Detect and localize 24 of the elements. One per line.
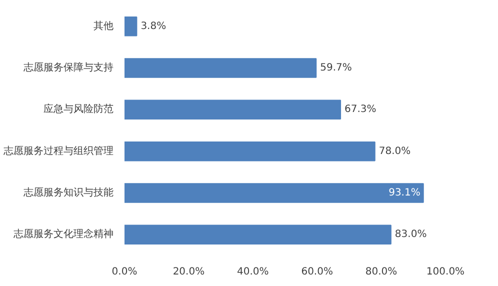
data-label: 78.0%	[378, 146, 411, 157]
data-label: 59.7%	[320, 62, 352, 74]
y-tick-label: 其他	[94, 20, 114, 32]
data-label: 67.3%	[344, 104, 376, 116]
bar	[124, 58, 317, 78]
bar	[124, 224, 392, 245]
x-tick-label: 40.0%	[237, 266, 269, 278]
x-tick-label: 100.0%	[426, 266, 465, 278]
x-tick-label: 0.0%	[112, 266, 138, 278]
bar	[124, 16, 138, 36]
x-tick-label: 80.0%	[365, 266, 398, 278]
y-tick-label: 应急与风险防范	[44, 103, 114, 116]
y-tick-label: 志愿服务保障与支持	[24, 62, 114, 74]
bar	[124, 100, 342, 120]
data-label: 83.0%	[394, 229, 427, 240]
data-label: 93.1%	[388, 188, 420, 198]
bar	[124, 183, 424, 203]
y-tick-label: 志愿服务知识与技能	[24, 186, 114, 198]
bar	[124, 141, 376, 162]
y-tick-label: 志愿服务过程与组织管理	[4, 144, 114, 157]
y-tick-label: 志愿服务文化理念精神	[14, 228, 114, 240]
data-label: 3.8%	[140, 20, 166, 32]
x-tick-label: 60.0%	[301, 266, 333, 278]
x-tick-label: 20.0%	[172, 266, 205, 278]
